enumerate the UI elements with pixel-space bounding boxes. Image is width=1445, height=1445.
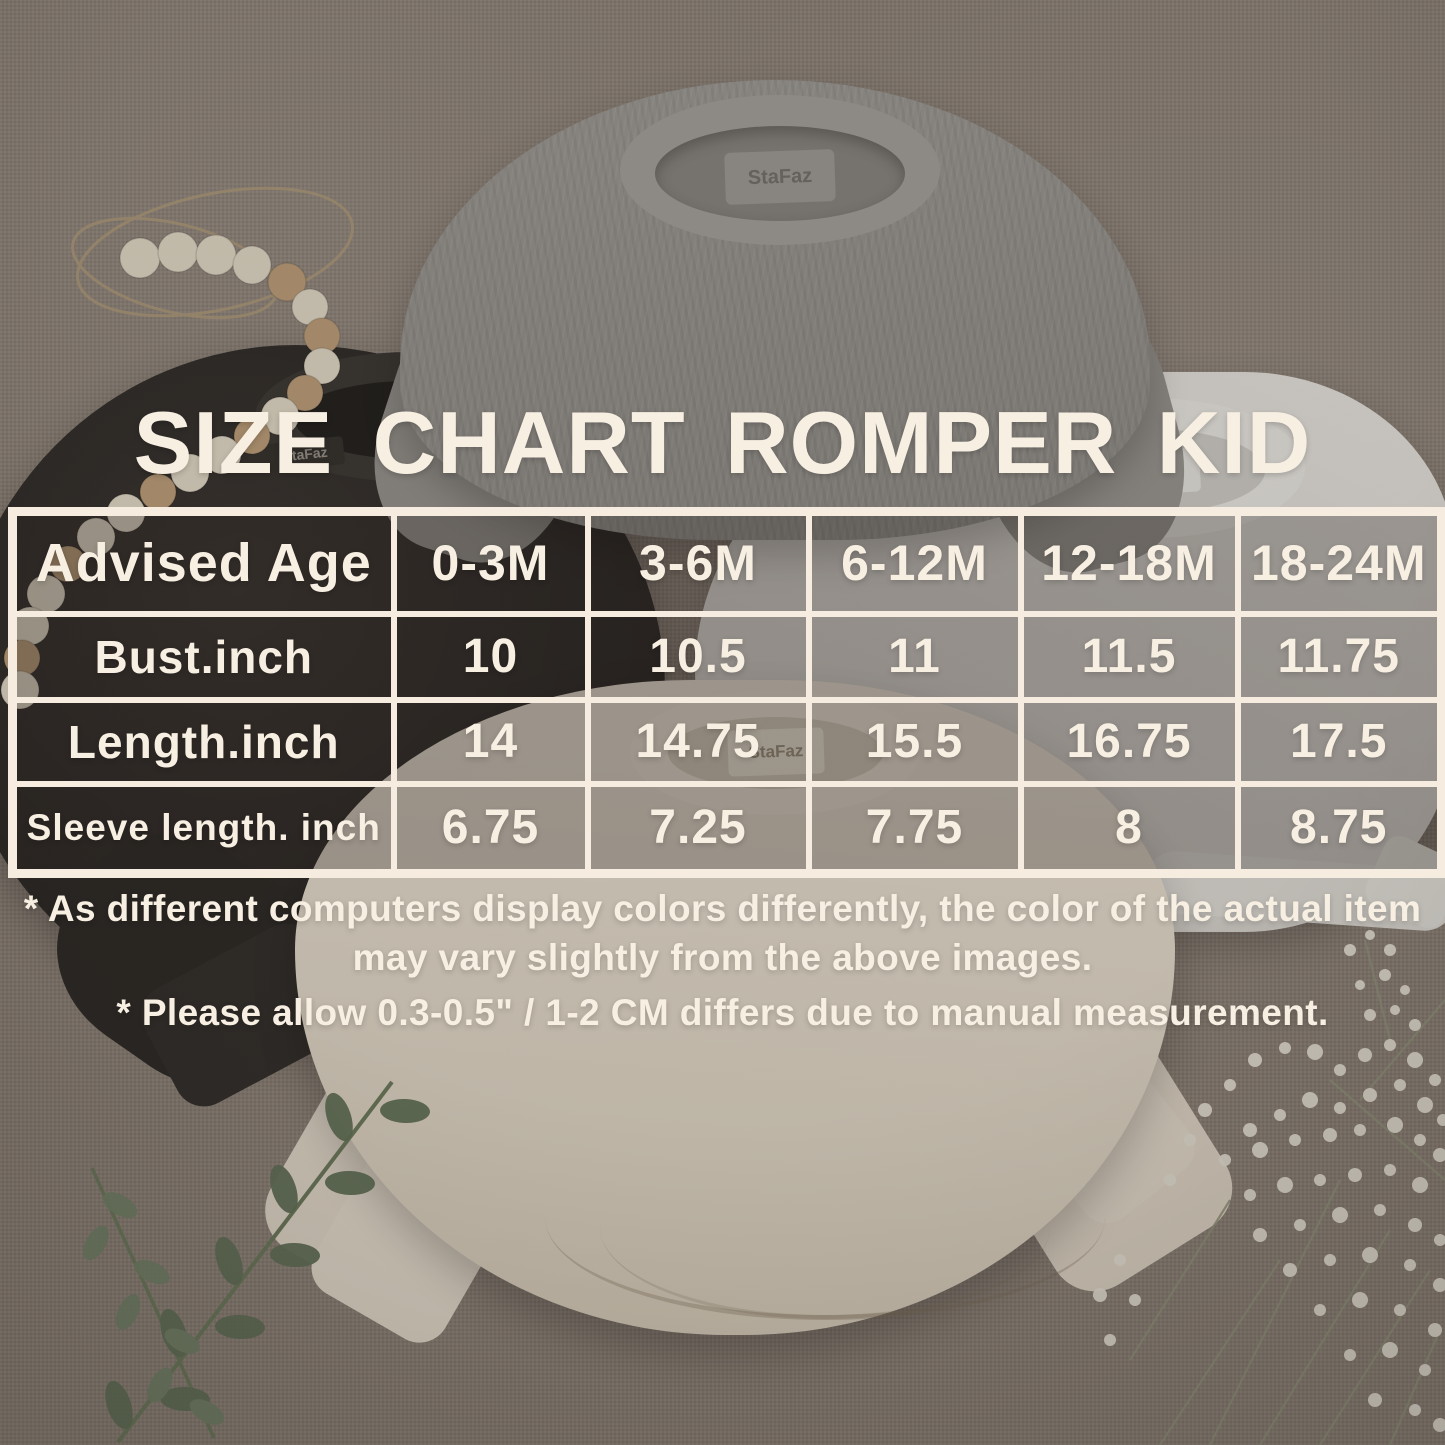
size-chart-header-row: Advised Age 0-3M 3-6M 6-12M 12-18M 18-24… [9, 508, 1445, 617]
gray-romper-body [400, 80, 1150, 540]
col-header-18-24m: 18-24M [1234, 508, 1445, 617]
cell-length-3-6m: 14.75 [584, 696, 812, 787]
col-header-6-12m: 6-12M [805, 508, 1024, 617]
row-label-sleeve-length: Sleeve length. inch [9, 780, 397, 877]
cell-bust-6-12m: 11 [805, 610, 1024, 703]
cell-sleeve-12-18m: 8 [1017, 780, 1241, 877]
cell-length-18-24m: 17.5 [1234, 696, 1445, 787]
size-chart-row-bust: Bust.inch 10 10.5 11 11.5 11.75 [9, 610, 1445, 703]
cell-length-6-12m: 15.5 [805, 696, 1024, 787]
size-chart-row-length: Length.inch 14 14.75 15.5 16.75 17.5 [9, 696, 1445, 787]
cell-length-0-3m: 14 [390, 696, 591, 787]
page-title: SIZE CHART ROMPER KID [133, 393, 1312, 492]
col-header-3-6m: 3-6M [584, 508, 812, 617]
size-chart-table: Advised Age 0-3M 3-6M 6-12M 12-18M 18-24… [8, 507, 1445, 878]
cell-bust-12-18m: 11.5 [1017, 610, 1241, 703]
row-label-bust: Bust.inch [9, 610, 397, 703]
col-header-12-18m: 12-18M [1017, 508, 1241, 617]
disclaimer-notes: * As different computers display colors … [0, 884, 1445, 1038]
cell-sleeve-0-3m: 6.75 [390, 780, 591, 877]
cell-sleeve-3-6m: 7.25 [584, 780, 812, 877]
cell-sleeve-6-12m: 7.75 [805, 780, 1024, 877]
cell-sleeve-18-24m: 8.75 [1234, 780, 1445, 877]
cell-bust-18-24m: 11.75 [1234, 610, 1445, 703]
row-label-length: Length.inch [9, 696, 397, 787]
cream-romper-elastic-gather [600, 1135, 1050, 1319]
cell-bust-3-6m: 10.5 [584, 610, 812, 703]
col-header-0-3m: 0-3M [390, 508, 591, 617]
measurement-disclaimer-note: * Please allow 0.3-0.5" / 1-2 CM differs… [116, 992, 1329, 1034]
babys-breath-flowers [1093, 930, 1445, 1445]
cell-bust-0-3m: 10 [390, 610, 591, 703]
color-disclaimer-note: * As different computers display colors … [23, 888, 1422, 979]
eucalyptus-sprig [83, 1080, 430, 1444]
cell-length-12-18m: 16.75 [1017, 696, 1241, 787]
col-header-advised-age: Advised Age [9, 508, 397, 617]
size-chart-row-sleeve: Sleeve length. inch 6.75 7.25 7.75 8 8.7… [9, 780, 1445, 877]
